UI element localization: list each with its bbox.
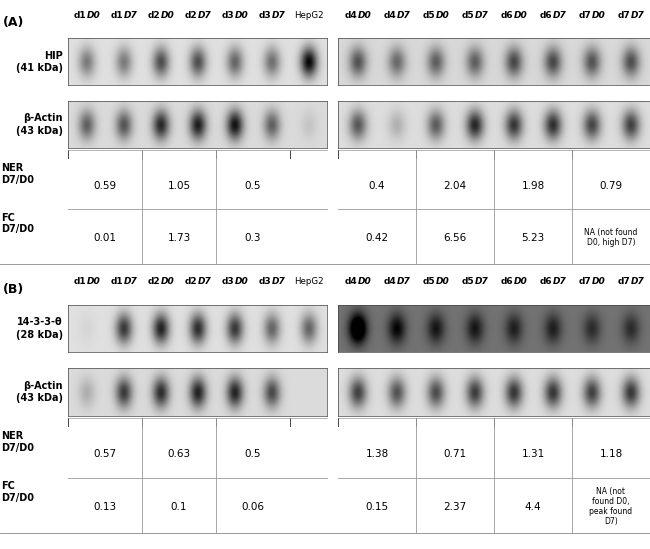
Text: d2: d2 — [148, 11, 161, 20]
Text: d6: d6 — [501, 277, 514, 287]
Text: 0.01: 0.01 — [94, 233, 117, 243]
Text: d1: d1 — [74, 11, 86, 20]
Text: 0.79: 0.79 — [599, 181, 623, 191]
Text: (B): (B) — [3, 283, 25, 295]
Text: d7: d7 — [618, 11, 630, 20]
Text: 5.23: 5.23 — [521, 233, 545, 243]
Text: D7: D7 — [630, 11, 644, 20]
Text: D7: D7 — [474, 11, 488, 20]
Text: D7: D7 — [630, 277, 644, 287]
Text: HIP
(41 kDa): HIP (41 kDa) — [16, 51, 63, 73]
Text: 1.98: 1.98 — [521, 181, 545, 191]
Text: d2: d2 — [148, 277, 161, 287]
Text: 6.56: 6.56 — [443, 233, 467, 243]
Text: D0: D0 — [592, 277, 605, 287]
Text: NA (not
found D0,
peak found
D7): NA (not found D0, peak found D7) — [590, 487, 632, 526]
Text: 1.05: 1.05 — [168, 181, 190, 191]
Text: D0: D0 — [86, 11, 101, 20]
Text: 0.63: 0.63 — [168, 449, 190, 459]
Text: 1.38: 1.38 — [365, 449, 389, 459]
Text: D7: D7 — [474, 277, 488, 287]
Text: d7: d7 — [578, 11, 592, 20]
Text: d6: d6 — [540, 277, 552, 287]
Text: d4: d4 — [384, 277, 396, 287]
Text: 0.1: 0.1 — [171, 501, 187, 512]
Text: 0.42: 0.42 — [365, 233, 389, 243]
Text: 0.71: 0.71 — [443, 449, 467, 459]
Text: © Wiley: © Wiley — [510, 46, 552, 56]
Text: 0.15: 0.15 — [365, 501, 389, 512]
Text: D7: D7 — [272, 11, 285, 20]
Text: 0.06: 0.06 — [242, 501, 265, 512]
Text: d5: d5 — [462, 277, 474, 287]
Text: d7: d7 — [578, 277, 592, 287]
Text: d2: d2 — [185, 277, 198, 287]
Text: D0: D0 — [161, 277, 174, 287]
Text: 4.4: 4.4 — [525, 501, 541, 512]
Text: 0.5: 0.5 — [245, 181, 261, 191]
Text: (A): (A) — [3, 16, 25, 29]
Text: FC
D7/D0: FC D7/D0 — [1, 212, 34, 234]
Text: d4: d4 — [344, 277, 358, 287]
Text: β-Actin
(43 kDa): β-Actin (43 kDa) — [16, 113, 63, 136]
Text: D7: D7 — [552, 277, 566, 287]
Text: NER
D7/D0: NER D7/D0 — [1, 431, 34, 453]
Text: D0: D0 — [358, 11, 371, 20]
Text: 1.18: 1.18 — [599, 449, 623, 459]
Text: d5: d5 — [423, 277, 436, 287]
Text: 1.73: 1.73 — [168, 233, 190, 243]
Text: D0: D0 — [436, 277, 449, 287]
Text: D7: D7 — [124, 11, 137, 20]
Text: d3: d3 — [222, 11, 235, 20]
Text: 14-3-3-θ
(28 kDa): 14-3-3-θ (28 kDa) — [16, 317, 63, 340]
Text: d1: d1 — [111, 277, 124, 287]
Text: D7: D7 — [396, 11, 410, 20]
Text: d5: d5 — [423, 11, 436, 20]
Text: d7: d7 — [618, 277, 630, 287]
Text: 2.04: 2.04 — [443, 181, 467, 191]
Text: NER
D7/D0: NER D7/D0 — [1, 163, 34, 185]
Text: D0: D0 — [436, 11, 449, 20]
Text: d6: d6 — [501, 11, 514, 20]
Text: D0: D0 — [235, 11, 248, 20]
Text: D7: D7 — [198, 277, 211, 287]
Text: β-Actin
(43 kDa): β-Actin (43 kDa) — [16, 380, 63, 403]
Text: d4: d4 — [384, 11, 396, 20]
Text: NA (not found
D0, high D7): NA (not found D0, high D7) — [584, 228, 638, 248]
Text: d3: d3 — [259, 11, 272, 20]
Text: 0.5: 0.5 — [245, 449, 261, 459]
Text: 0.13: 0.13 — [94, 501, 117, 512]
Text: d4: d4 — [344, 11, 358, 20]
Text: D7: D7 — [198, 11, 211, 20]
Text: D0: D0 — [514, 277, 527, 287]
Text: d2: d2 — [185, 11, 198, 20]
Text: D7: D7 — [272, 277, 285, 287]
Text: d3: d3 — [222, 277, 235, 287]
Text: 0.4: 0.4 — [369, 181, 385, 191]
Text: D0: D0 — [358, 277, 371, 287]
Text: D0: D0 — [592, 11, 605, 20]
Text: HepG2: HepG2 — [294, 11, 323, 20]
Text: D0: D0 — [86, 277, 101, 287]
Text: FC
D7/D0: FC D7/D0 — [1, 481, 34, 503]
Text: d6: d6 — [540, 11, 552, 20]
Text: D7: D7 — [552, 11, 566, 20]
Text: 0.3: 0.3 — [245, 233, 261, 243]
Text: 0.59: 0.59 — [94, 181, 117, 191]
Text: d5: d5 — [462, 11, 474, 20]
Text: D0: D0 — [161, 11, 174, 20]
Text: d1: d1 — [111, 11, 124, 20]
Text: D7: D7 — [124, 277, 137, 287]
Text: D7: D7 — [396, 277, 410, 287]
Text: 0.57: 0.57 — [94, 449, 117, 459]
Text: d1: d1 — [74, 277, 86, 287]
Text: D0: D0 — [235, 277, 248, 287]
Text: d3: d3 — [259, 277, 272, 287]
Text: 2.37: 2.37 — [443, 501, 467, 512]
Text: D0: D0 — [514, 11, 527, 20]
Text: 1.31: 1.31 — [521, 449, 545, 459]
Text: HepG2: HepG2 — [294, 277, 323, 287]
